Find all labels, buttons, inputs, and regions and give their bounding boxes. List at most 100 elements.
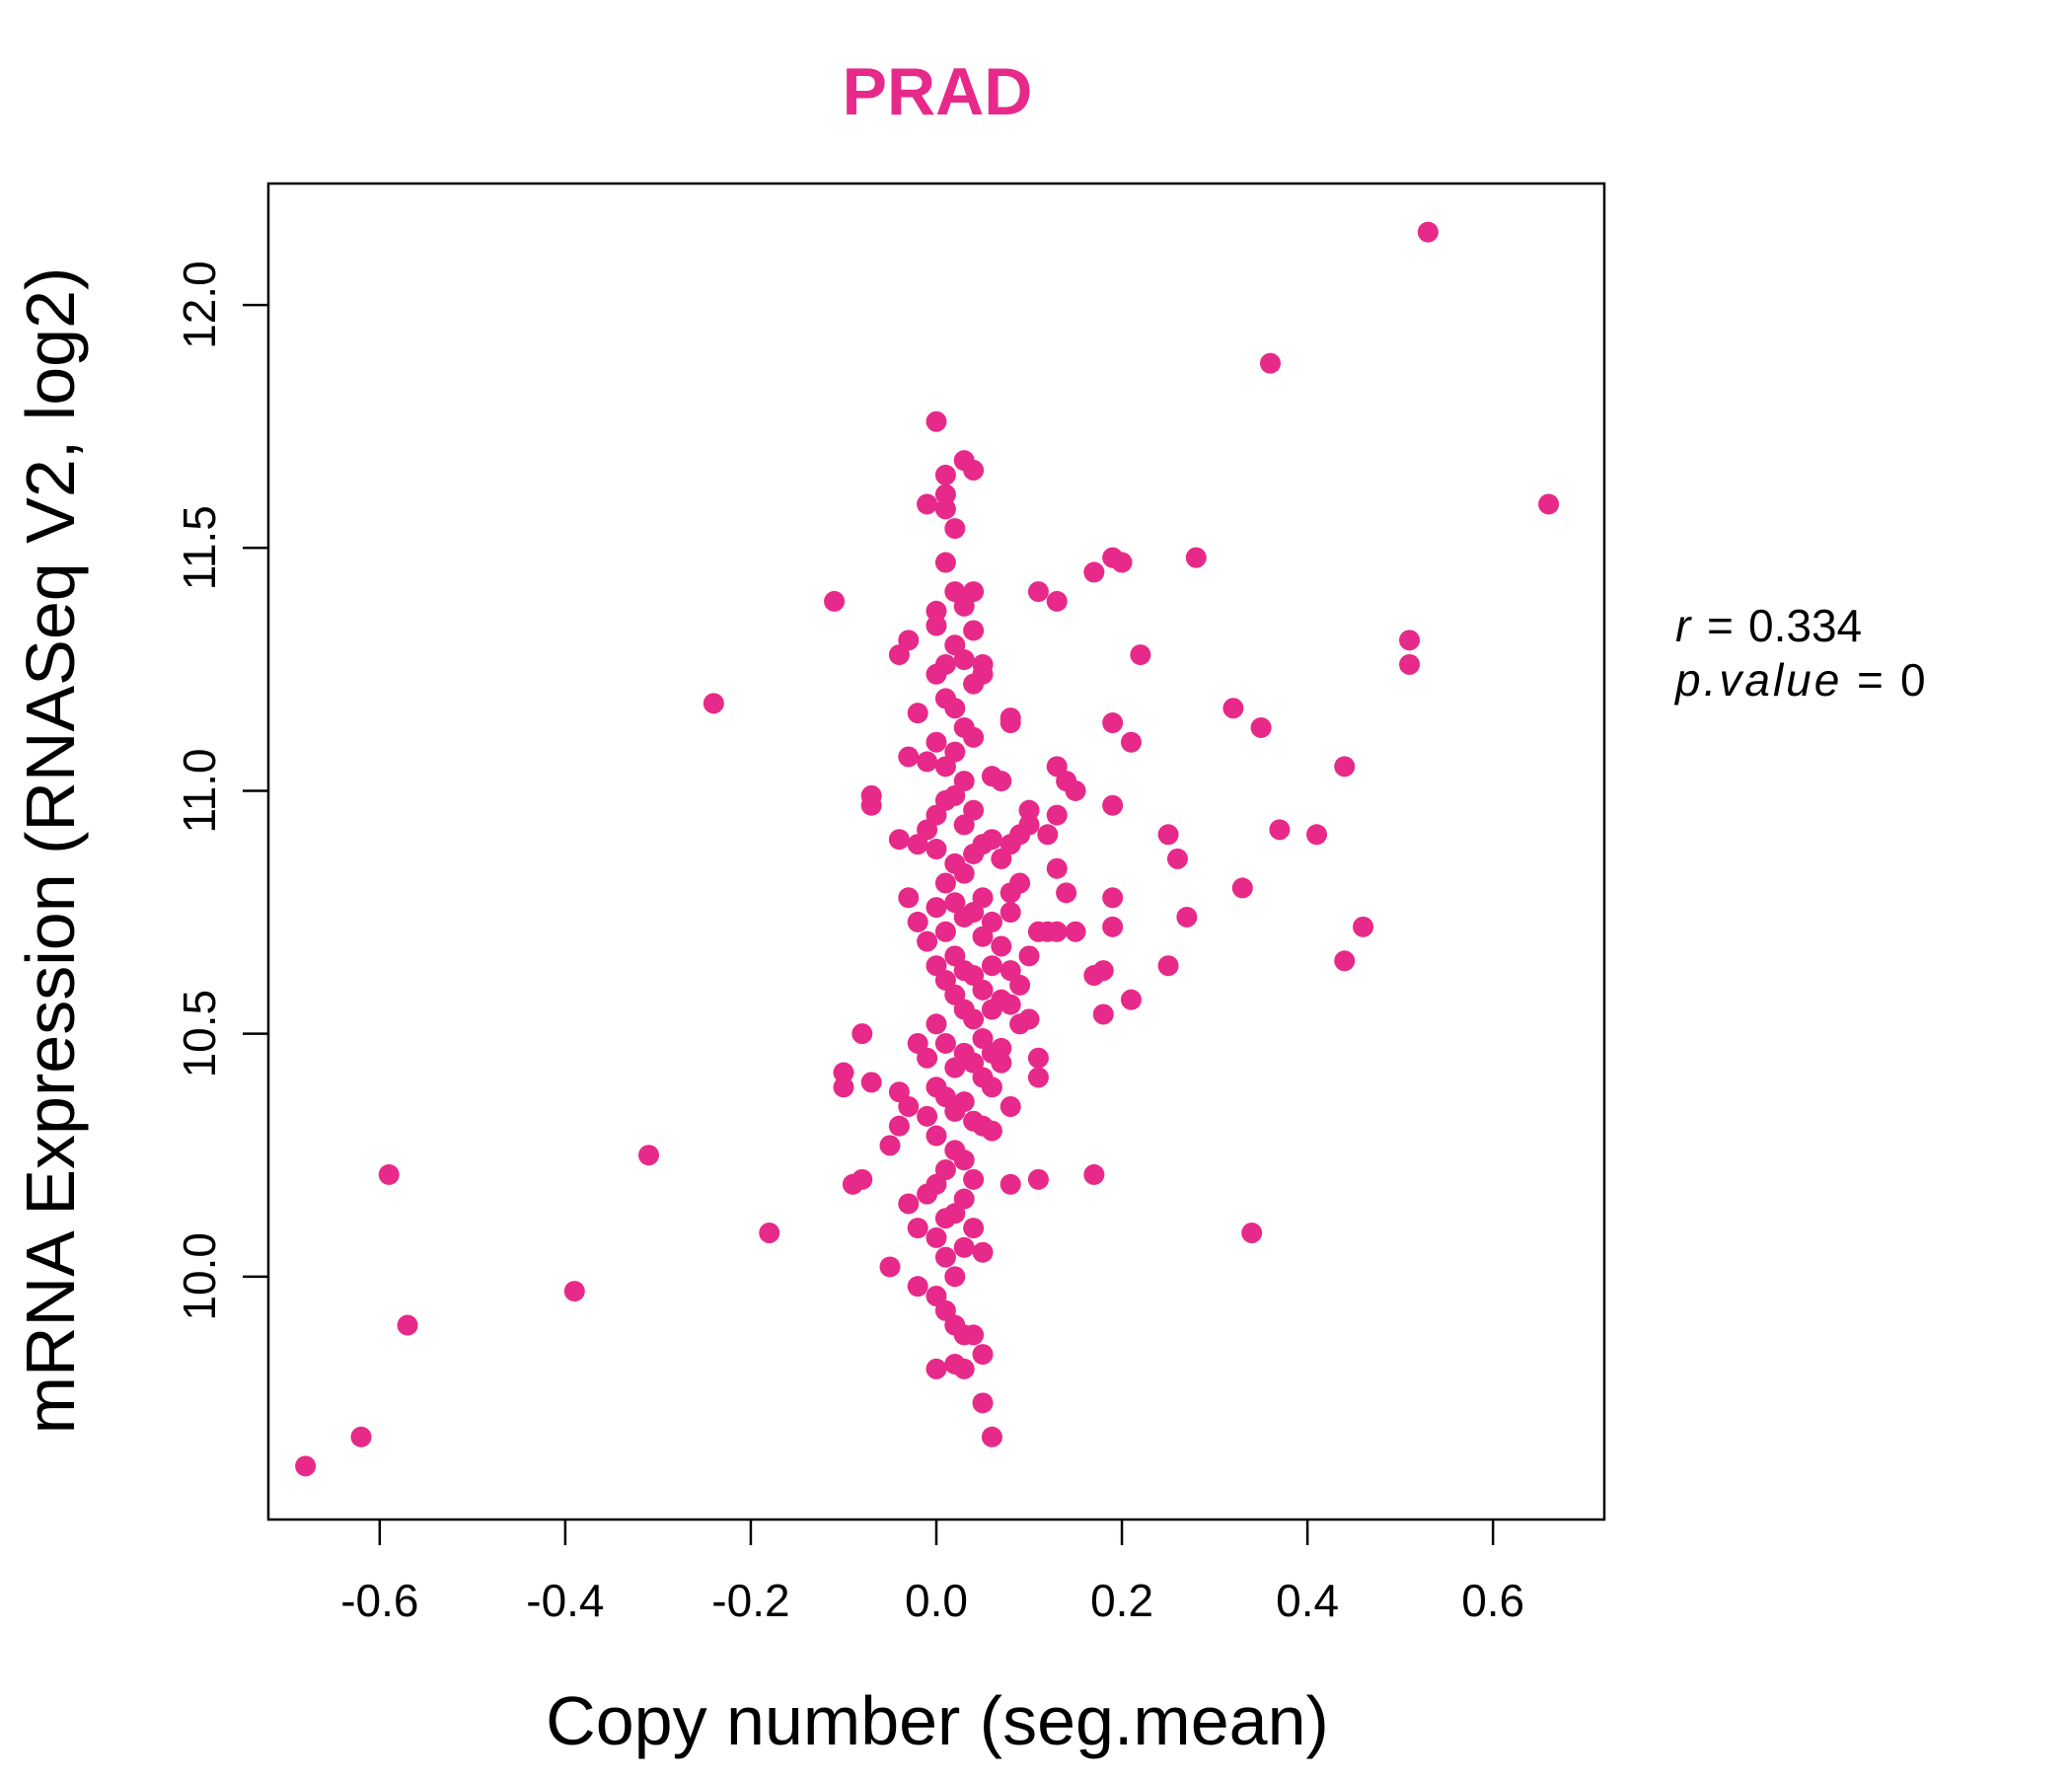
data-point	[917, 1047, 938, 1069]
data-point	[953, 1236, 975, 1258]
data-point	[1231, 877, 1253, 899]
data-point	[907, 1276, 928, 1298]
data-point	[907, 703, 928, 724]
data-point	[898, 887, 920, 909]
data-point	[703, 693, 724, 714]
x-axis-ticks: -0.6 -0.4 -0.2 0.0 0.2 0.4 0.6	[340, 1520, 1524, 1626]
y-tick-label: 11.5	[174, 505, 225, 590]
data-point	[981, 1120, 1002, 1142]
data-point	[350, 1426, 372, 1447]
data-point	[1102, 712, 1124, 734]
data-point	[999, 994, 1021, 1015]
data-point	[991, 935, 1012, 957]
data-point	[898, 1193, 920, 1215]
data-point	[860, 1072, 882, 1093]
data-point	[981, 955, 1002, 977]
data-point	[888, 1115, 910, 1137]
x-axis-label: Copy number (seg.mean)	[546, 1682, 1329, 1759]
data-point	[1222, 698, 1244, 719]
data-point	[963, 581, 985, 603]
data-point	[1260, 352, 1281, 374]
data-point	[972, 1241, 994, 1263]
data-point	[981, 829, 1002, 851]
data-point	[1009, 872, 1031, 894]
data-point	[1018, 814, 1040, 836]
data-point	[1046, 857, 1068, 879]
y-tick-label: 12.0	[174, 260, 225, 349]
data-point	[925, 410, 947, 432]
data-point	[1056, 882, 1077, 904]
data-point	[1269, 819, 1291, 841]
data-point	[917, 493, 938, 515]
data-point	[981, 911, 1002, 932]
data-point	[1157, 955, 1179, 977]
data-point	[1102, 887, 1124, 909]
y-axis-ticks: 10.0 10.5 11.0 11.5 12.0	[174, 260, 268, 1321]
data-point	[972, 887, 994, 909]
data-point	[879, 1135, 901, 1156]
data-point	[999, 902, 1021, 924]
y-tick-label: 10.5	[174, 990, 225, 1078]
data-point	[925, 1358, 947, 1379]
data-point	[1065, 779, 1086, 801]
p-value-value: 0	[1900, 654, 1926, 705]
p-value-label: p.value	[1673, 654, 1842, 705]
data-point	[944, 518, 966, 540]
data-point	[1027, 581, 1049, 603]
data-point	[999, 1095, 1021, 1117]
data-point	[934, 1032, 956, 1054]
data-point	[934, 872, 956, 894]
data-point	[1092, 960, 1114, 982]
data-point	[824, 590, 846, 612]
data-point	[963, 1218, 985, 1239]
data-point	[1250, 716, 1272, 738]
data-point	[953, 862, 975, 884]
data-point	[295, 1455, 317, 1477]
x-tick-label: -0.2	[711, 1575, 789, 1626]
data-points	[295, 221, 1560, 1477]
data-point	[934, 498, 956, 520]
data-point	[953, 1091, 975, 1113]
data-point	[981, 1076, 1002, 1098]
data-point	[953, 1150, 975, 1171]
data-point	[953, 1188, 975, 1210]
data-point	[378, 1163, 400, 1185]
data-point	[1166, 848, 1188, 869]
data-point	[963, 1324, 985, 1346]
data-point	[1111, 552, 1133, 573]
data-point	[898, 630, 920, 651]
x-tick-label: 0.6	[1461, 1575, 1524, 1626]
data-point	[833, 1076, 854, 1098]
data-point	[1027, 1067, 1049, 1088]
data-point	[934, 483, 956, 505]
data-point	[963, 726, 985, 748]
r-equals-sign: =	[1707, 600, 1734, 651]
data-point	[934, 653, 956, 675]
data-point	[833, 1062, 854, 1083]
chart-title: PRAD	[843, 54, 1033, 129]
data-point	[944, 741, 966, 763]
data-point	[1102, 794, 1124, 816]
data-point	[925, 600, 947, 622]
data-point	[1130, 644, 1151, 666]
data-point	[851, 1023, 873, 1045]
data-point	[999, 1173, 1021, 1195]
data-point	[925, 731, 947, 753]
x-tick-label: 0.4	[1276, 1575, 1339, 1626]
data-point	[1083, 561, 1105, 583]
data-point	[851, 1168, 873, 1190]
data-point	[991, 1052, 1012, 1074]
data-point	[972, 663, 994, 685]
data-point	[1018, 945, 1040, 967]
p-value-equals-sign: =	[1857, 654, 1884, 705]
data-point	[991, 771, 1012, 792]
data-point	[1065, 921, 1086, 942]
data-point	[944, 1266, 966, 1288]
data-point	[397, 1314, 418, 1336]
data-point	[1120, 731, 1142, 753]
data-point	[999, 712, 1021, 734]
data-point	[898, 1095, 920, 1117]
data-point	[1306, 824, 1328, 846]
data-point	[898, 746, 920, 768]
